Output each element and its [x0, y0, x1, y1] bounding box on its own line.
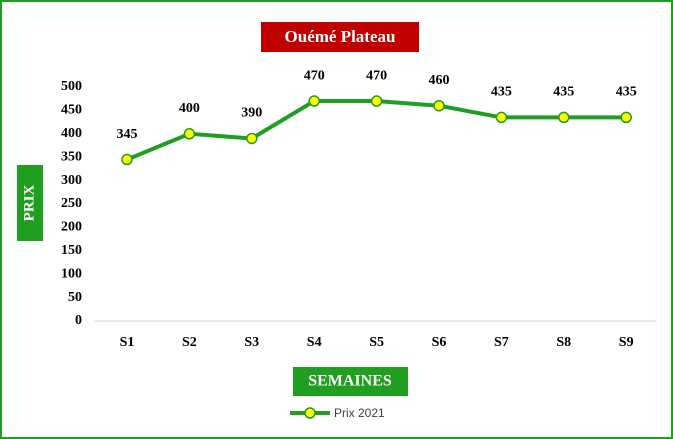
y-tick-label: 100 [61, 266, 82, 281]
x-tick-label: S4 [307, 335, 322, 350]
x-tick-label: S2 [182, 335, 197, 350]
chart-title: Ouémé Plateau [285, 27, 396, 46]
x-tick-label: S7 [494, 335, 509, 350]
y-label-box [17, 165, 43, 241]
data-label: 400 [179, 101, 200, 116]
data-label: 470 [304, 68, 325, 83]
marker [433, 99, 445, 112]
marker [370, 95, 383, 107]
y-tick-label: 400 [61, 126, 82, 141]
y-tick-label: 300 [61, 173, 82, 188]
marker [121, 153, 133, 166]
legend-marker [304, 407, 316, 419]
x-tick-label: S1 [120, 335, 135, 350]
y-axis-label: PRIX [21, 185, 37, 222]
x-tick-label: S6 [432, 335, 447, 350]
y-tick-label: 500 [61, 79, 82, 94]
x-tick-label: S8 [556, 335, 571, 350]
marker [558, 111, 570, 124]
x-tick-label: S5 [369, 335, 384, 350]
y-tick-label: 250 [61, 196, 82, 211]
data-label: 435 [616, 85, 637, 100]
data-label: 345 [117, 127, 138, 142]
legend-label: Prix 2021 [334, 406, 385, 420]
y-tick-label: 200 [61, 220, 82, 235]
x-axis-label: SEMAINES [308, 373, 392, 390]
y-tick-label: 350 [61, 149, 82, 164]
x-tick-label: S9 [619, 335, 634, 350]
data-label: 470 [366, 68, 387, 83]
marker [495, 111, 508, 124]
marker [308, 95, 320, 107]
y-tick-label: 150 [61, 243, 82, 258]
data-label: 435 [491, 85, 512, 100]
data-label: 435 [553, 85, 574, 100]
y-tick-label: 0 [75, 313, 82, 328]
marker [246, 132, 258, 145]
x-tick-label: S3 [244, 335, 259, 350]
y-tick-label: 50 [68, 290, 82, 305]
data-label: 390 [241, 106, 262, 121]
marker [183, 128, 196, 140]
data-label: 460 [429, 73, 450, 88]
y-tick-label: 450 [61, 103, 82, 118]
title-box [261, 22, 419, 52]
marker [620, 111, 632, 124]
x-label-box [293, 367, 408, 396]
